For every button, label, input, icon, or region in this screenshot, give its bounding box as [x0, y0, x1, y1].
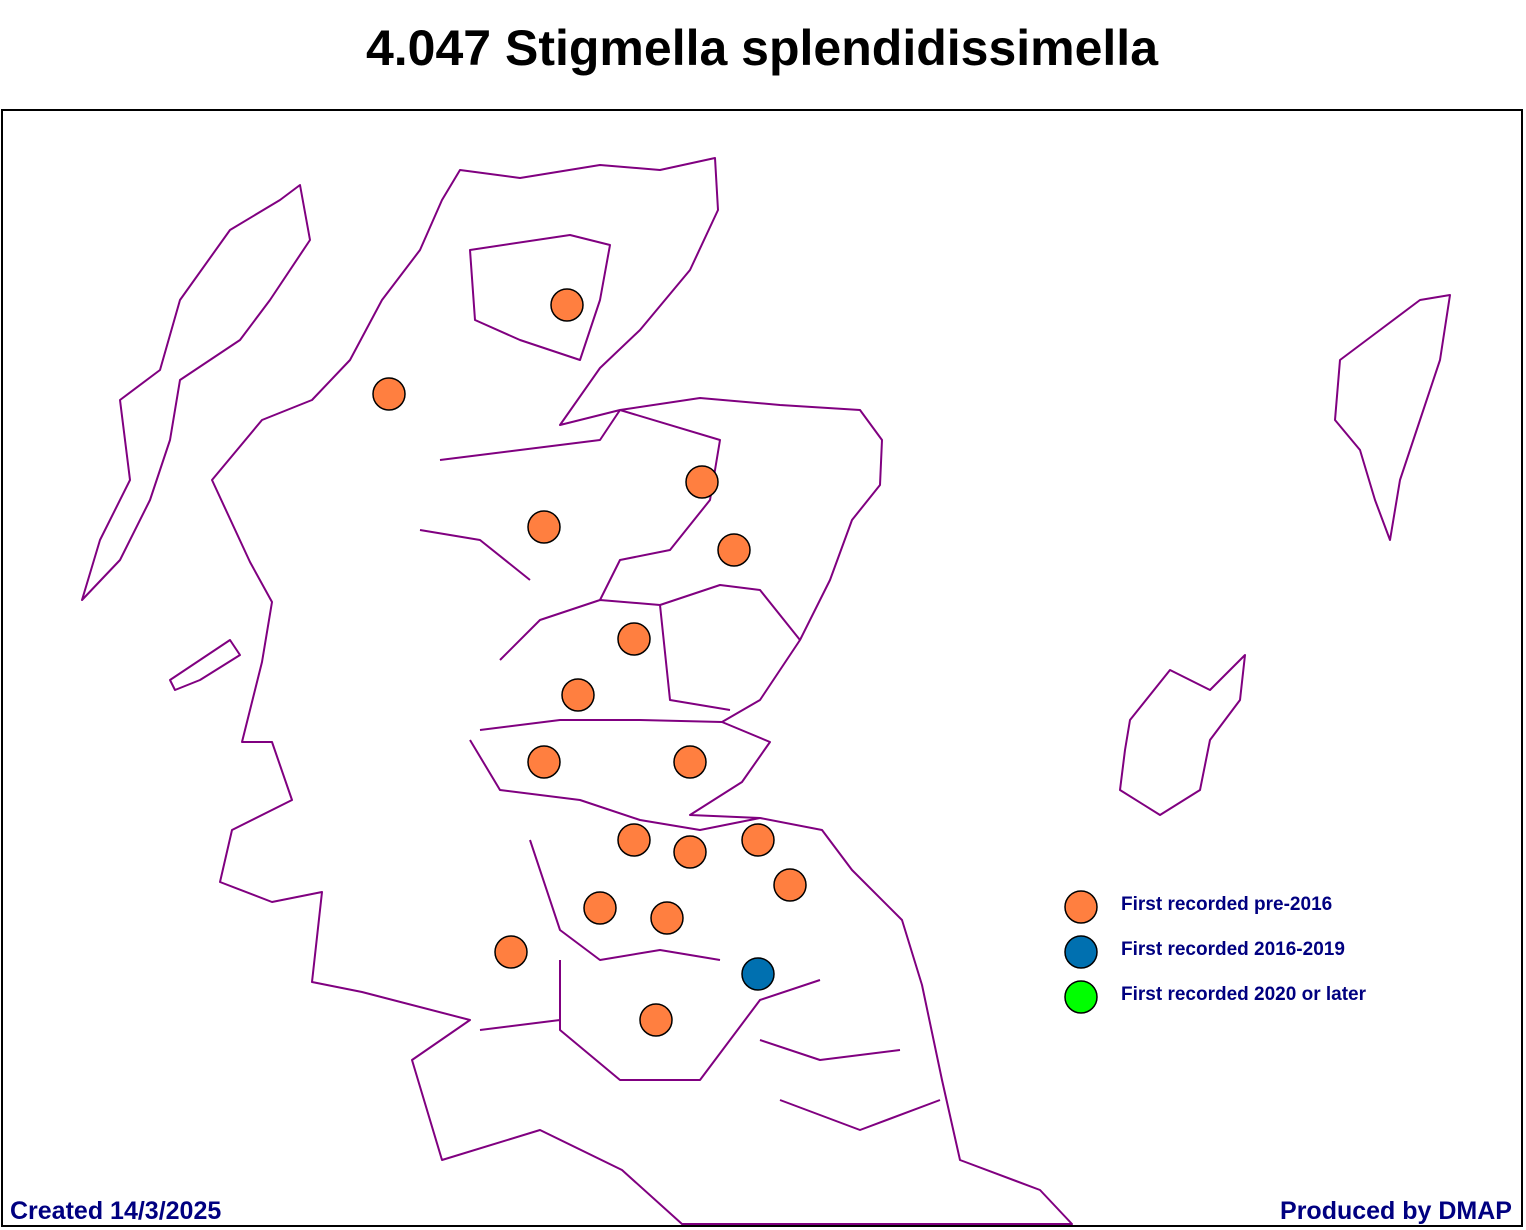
records [372, 288, 807, 1037]
record-dot [741, 823, 775, 857]
record-dot [494, 935, 528, 969]
legend-swatch [1064, 890, 1098, 924]
record-dot [673, 835, 707, 869]
map-title: 4.047 Stigmella splendidissimella [366, 20, 1159, 76]
record-dot [372, 377, 406, 411]
record-dot [773, 868, 807, 902]
record-dot [685, 465, 719, 499]
record-dot [561, 678, 595, 712]
record-dot [617, 622, 651, 656]
legend-label: First recorded 2016-2019 [1121, 939, 1345, 960]
map-frame [1, 109, 1523, 1227]
legend: First recorded pre-2016 First recorded 20… [1064, 890, 1367, 1014]
record-dot [527, 510, 561, 544]
legend-label: First recorded pre-2016 [1121, 894, 1332, 915]
vice-county-outlines [81, 157, 1451, 1225]
legend-label: First recorded 2020 or later [1121, 984, 1367, 1005]
record-dot [741, 957, 775, 991]
record-dot [650, 901, 684, 935]
record-dot [617, 823, 651, 857]
legend-swatch [1064, 935, 1098, 969]
record-dot [583, 891, 617, 925]
record-dot [717, 533, 751, 567]
record-dot [527, 745, 561, 779]
legend-swatch [1064, 980, 1098, 1014]
producer: Produced by DMAP [1280, 1197, 1512, 1225]
record-dot [639, 1003, 673, 1037]
record-dot [673, 745, 707, 779]
created-date: Created 14/3/2025 [10, 1197, 221, 1225]
record-dot [550, 288, 584, 322]
